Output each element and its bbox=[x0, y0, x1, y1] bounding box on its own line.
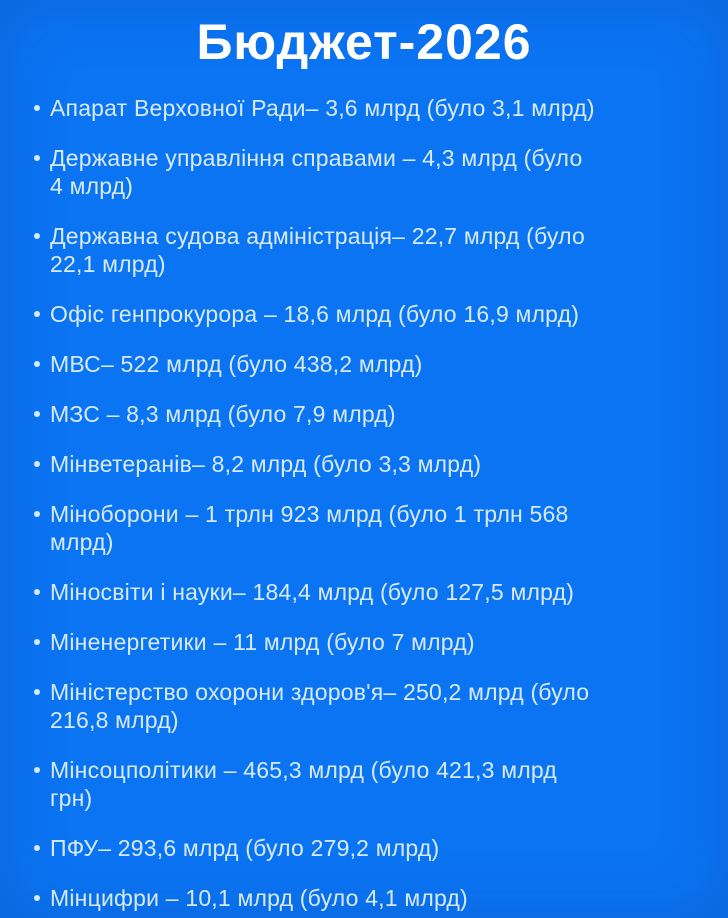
budget-item: Міносвіти і науки– 184,4 млрд (було 127,… bbox=[34, 578, 698, 606]
budget-list: Апарат Верховної Ради– 3,6 млрд (було 3,… bbox=[0, 94, 698, 912]
budget-item: МЗС – 8,3 млрд (було 7,9 млрд) bbox=[34, 400, 698, 428]
budget-item: Міністерство охорони здоров'я– 250,2 млр… bbox=[34, 678, 698, 734]
budget-item: Офіс генпрокурора – 18,6 млрд (було 16,9… bbox=[34, 300, 698, 328]
budget-item: Апарат Верховної Ради– 3,6 млрд (було 3,… bbox=[34, 94, 698, 122]
budget-item: Мінцифри – 10,1 млрд (було 4,1 млрд) bbox=[34, 884, 698, 912]
budget-item: МВС– 522 млрд (було 438,2 млрд) bbox=[34, 350, 698, 378]
budget-item: Мінветеранів– 8,2 млрд (було 3,3 млрд) bbox=[34, 450, 698, 478]
budget-item: Міненергетики – 11 млрд (було 7 млрд) bbox=[34, 628, 698, 656]
budget-item: ПФУ– 293,6 млрд (було 279,2 млрд) bbox=[34, 834, 698, 862]
budget-item: Мінсоцполітики – 465,3 млрд (було 421,3 … bbox=[34, 756, 698, 812]
budget-item: Державне управління справами – 4,3 млрд … bbox=[34, 144, 698, 200]
budget-item: Міноборони – 1 трлн 923 млрд (було 1 трл… bbox=[34, 500, 698, 556]
budget-item: Державна судова адміністрація– 22,7 млрд… bbox=[34, 222, 698, 278]
page-title: Бюджет-2026 bbox=[196, 14, 532, 70]
